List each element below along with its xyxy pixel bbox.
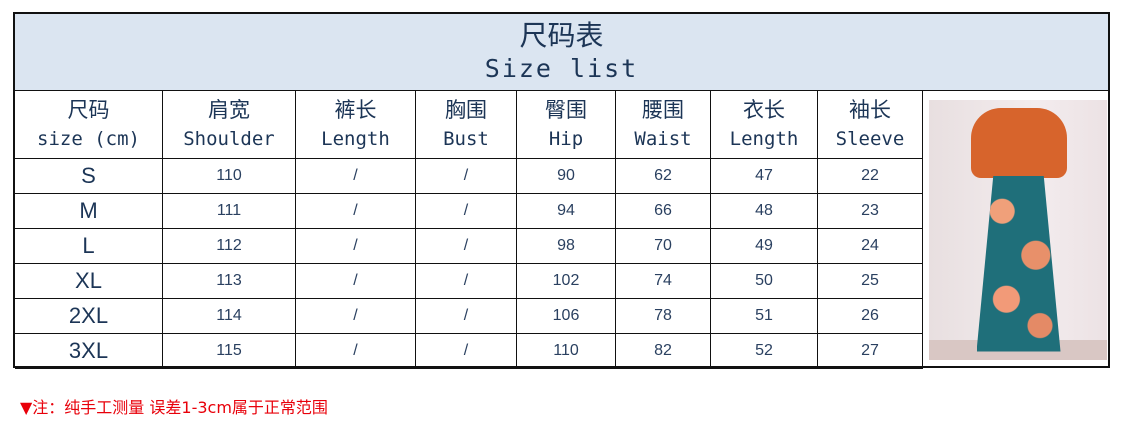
header-cell: 臀围 Hip [517, 90, 616, 159]
table-cell: 114 [163, 299, 296, 334]
header-english: Bust [443, 128, 489, 150]
table-cell: / [416, 334, 517, 369]
table-cell: / [416, 159, 517, 194]
header-cell: 袖长 Sleeve [818, 90, 923, 159]
photo-floral-pants [976, 175, 1061, 352]
header-english: Shoulder [183, 128, 275, 150]
header-chinese: 袖长 [849, 98, 891, 122]
table-cell: 25 [818, 264, 923, 299]
size-label: M [15, 194, 163, 229]
header-chinese: 腰围 [642, 98, 684, 122]
header-cell: 肩宽 Shoulder [163, 90, 296, 159]
table-cell: 49 [711, 229, 818, 264]
table-cell: 23 [818, 194, 923, 229]
header-english: Hip [548, 128, 584, 150]
title-english: Size list [484, 54, 639, 83]
header-chinese: 尺码 [67, 98, 110, 122]
table-cell: / [296, 194, 416, 229]
product-photo-cell [923, 90, 1110, 369]
size-grid: 尺码 size (cm) 肩宽 Shoulder 裤长 Length 胸围 Bust 臀围 Hip… [15, 90, 1110, 369]
table-cell: 48 [711, 194, 818, 229]
table-cell: / [296, 264, 416, 299]
table-cell: 62 [616, 159, 711, 194]
header-cell: 裤长 Length [296, 90, 416, 159]
table-cell: / [416, 299, 517, 334]
size-table: 尺码表 Size list 尺码 size (cm) 肩宽 Shoulder 裤长 Len… [13, 12, 1110, 369]
product-photo [928, 99, 1107, 360]
table-cell: 111 [163, 194, 296, 229]
header-chinese: 胸围 [445, 98, 487, 122]
table-title: 尺码表 Size list [15, 14, 1108, 91]
table-cell: 47 [711, 159, 818, 194]
header-english: Length [729, 128, 799, 150]
header-chinese: 衣长 [743, 98, 785, 122]
size-label: 2XL [15, 299, 163, 334]
table-cell: 94 [517, 194, 616, 229]
header-english: Length [321, 128, 390, 150]
header-cell: 尺码 size (cm) [15, 90, 163, 159]
table-cell: 26 [818, 299, 923, 334]
table-cell: 113 [163, 264, 296, 299]
table-cell: 110 [163, 159, 296, 194]
table-cell: / [416, 264, 517, 299]
table-cell: / [416, 229, 517, 264]
header-english: Sleeve [835, 128, 905, 150]
header-cell: 衣长 Length [711, 90, 818, 159]
table-cell: / [416, 194, 517, 229]
size-label: 3XL [15, 334, 163, 369]
table-cell: / [296, 229, 416, 264]
table-cell: 66 [616, 194, 711, 229]
size-label: L [15, 229, 163, 264]
table-cell: 52 [711, 334, 818, 369]
table-cell: 27 [818, 334, 923, 369]
table-cell: 24 [818, 229, 923, 264]
header-cell: 腰围 Waist [616, 90, 711, 159]
table-cell: 82 [616, 334, 711, 369]
table-cell: 110 [517, 334, 616, 369]
table-cell: 102 [517, 264, 616, 299]
size-label: S [15, 159, 163, 194]
header-english: size (cm) [37, 128, 140, 150]
table-cell: / [296, 159, 416, 194]
measurement-note: ▼注：纯手工测量 误差1-3cm属于正常范围 [20, 398, 328, 417]
table-cell: / [296, 334, 416, 369]
table-cell: 50 [711, 264, 818, 299]
table-cell: / [296, 299, 416, 334]
header-chinese: 裤长 [334, 98, 377, 122]
title-chinese: 尺码表 [519, 19, 604, 52]
photo-orange-top [970, 107, 1067, 178]
header-chinese: 肩宽 [208, 98, 250, 122]
table-cell: 70 [616, 229, 711, 264]
table-cell: 78 [616, 299, 711, 334]
table-cell: 115 [163, 334, 296, 369]
table-cell: 51 [711, 299, 818, 334]
table-cell: 106 [517, 299, 616, 334]
table-cell: 22 [818, 159, 923, 194]
table-cell: 90 [517, 159, 616, 194]
header-chinese: 臀围 [545, 98, 587, 122]
size-label: XL [15, 264, 163, 299]
table-cell: 98 [517, 229, 616, 264]
header-cell: 胸围 Bust [416, 90, 517, 159]
header-english: Waist [634, 128, 692, 150]
table-cell: 74 [616, 264, 711, 299]
table-cell: 112 [163, 229, 296, 264]
